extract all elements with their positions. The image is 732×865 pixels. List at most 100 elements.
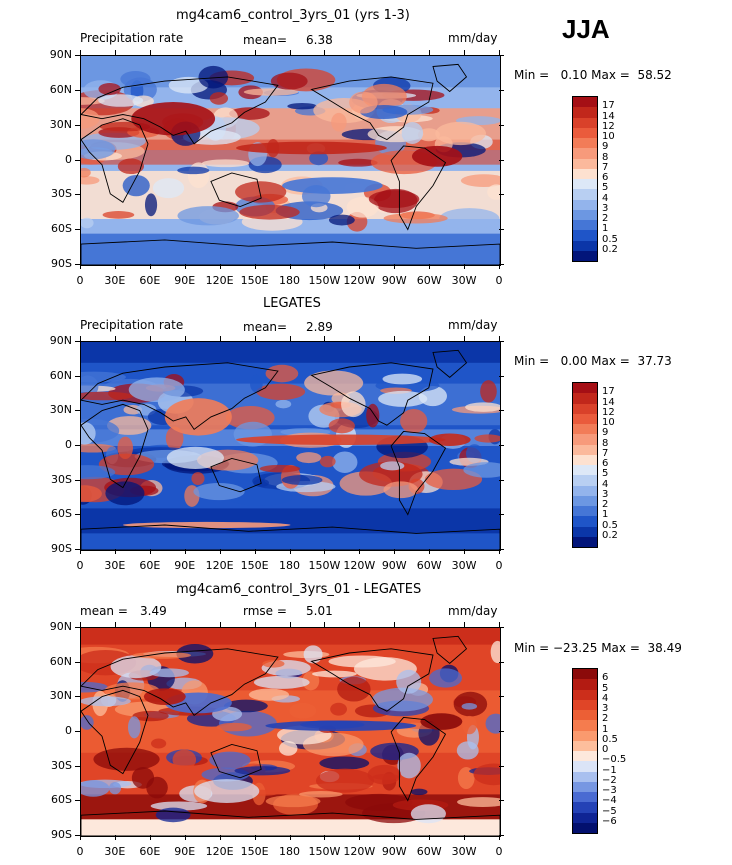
axis-tick-mark bbox=[75, 731, 80, 732]
axis-tick-mark bbox=[184, 336, 186, 341]
field-blob bbox=[155, 807, 191, 823]
panel1-mean-value: 6.38 bbox=[306, 33, 333, 47]
colorbar-segment bbox=[573, 679, 597, 690]
field-blob bbox=[328, 214, 355, 226]
panel3-mean-label: mean = bbox=[80, 604, 128, 618]
colorbar-segment bbox=[573, 730, 597, 741]
field-blob bbox=[275, 399, 292, 409]
field-blob bbox=[108, 781, 122, 795]
axis-tick-mark bbox=[464, 549, 466, 554]
colorbar-label: −1 bbox=[602, 764, 617, 776]
field-blob bbox=[383, 481, 419, 499]
lon-tick-label: 180 bbox=[279, 845, 300, 858]
colorbar-label: 2 bbox=[602, 713, 609, 725]
field-blob bbox=[328, 418, 355, 434]
field-blob bbox=[102, 211, 135, 219]
colorbar-label: 3 bbox=[602, 202, 609, 214]
colorbar-segment bbox=[573, 424, 597, 435]
colorbar-segment bbox=[573, 393, 597, 404]
axis-tick-mark bbox=[149, 835, 151, 840]
lon-tick-label: 30E bbox=[104, 845, 126, 858]
colorbar-segment bbox=[573, 209, 597, 220]
axis-tick-mark bbox=[254, 549, 256, 554]
lon-tick-label: 120E bbox=[205, 845, 234, 858]
colorbar-segment bbox=[573, 465, 597, 476]
coastline bbox=[210, 744, 262, 779]
lat-tick-label: 30S bbox=[51, 187, 72, 201]
lon-tick-label: 90W bbox=[381, 559, 407, 572]
axis-tick-mark bbox=[219, 50, 221, 55]
field-band bbox=[81, 819, 500, 836]
colorbar-segment bbox=[573, 812, 597, 823]
axis-tick-mark bbox=[324, 50, 326, 55]
axis-tick-mark bbox=[464, 336, 466, 341]
field-blob bbox=[198, 65, 229, 89]
axis-tick-mark bbox=[289, 264, 291, 269]
field-blob bbox=[461, 703, 478, 710]
field-blob bbox=[81, 375, 99, 397]
axis-tick-mark bbox=[149, 622, 151, 627]
field-blob bbox=[177, 206, 239, 226]
lat-tick-label: 30S bbox=[51, 758, 72, 772]
lon-tick-label: 30E bbox=[104, 559, 126, 572]
colorbar-label: 5 bbox=[602, 682, 609, 694]
lon-tick-label: 150W bbox=[308, 845, 341, 858]
panel2-mean-label: mean= bbox=[243, 320, 288, 334]
panel2-map bbox=[80, 341, 501, 551]
axis-tick-mark bbox=[499, 159, 504, 161]
axis-tick-mark bbox=[75, 124, 80, 126]
axis-tick-mark bbox=[429, 50, 431, 55]
axis-tick-mark bbox=[149, 264, 151, 269]
axis-tick-mark bbox=[499, 264, 504, 265]
axis-tick-mark bbox=[394, 622, 396, 627]
field-blob bbox=[474, 434, 500, 443]
field-blob bbox=[193, 482, 245, 501]
field-streak bbox=[236, 434, 446, 445]
panel3-mean-value: 3.49 bbox=[140, 604, 167, 618]
coastline bbox=[81, 810, 500, 836]
colorbar-label: 10 bbox=[602, 131, 615, 142]
lon-tick-label: 0 bbox=[495, 845, 503, 858]
field-blob bbox=[487, 184, 500, 200]
axis-tick-mark bbox=[75, 375, 80, 377]
panel1-minmax: Min = 0.10 Max = 58.52 bbox=[514, 68, 672, 82]
colorbar-segment bbox=[573, 669, 597, 680]
axis-tick-mark bbox=[359, 549, 361, 554]
colorbar-label: 6 bbox=[602, 172, 609, 183]
axis-tick-mark bbox=[75, 89, 80, 91]
panel2-units: mm/day bbox=[448, 318, 498, 332]
colorbar-segment bbox=[573, 495, 597, 506]
colorbar-label: 8 bbox=[602, 437, 609, 449]
axis-tick-mark bbox=[75, 549, 80, 550]
colorbar-label: 12 bbox=[602, 120, 615, 132]
field-blob bbox=[485, 713, 500, 734]
lat-tick-label: 90S bbox=[51, 542, 72, 555]
lon-tick-label: 180 bbox=[279, 274, 300, 287]
axis-tick-mark bbox=[75, 410, 80, 412]
field-blob bbox=[151, 738, 167, 749]
lon-tick-label: 90W bbox=[381, 274, 407, 287]
colorbar-segment bbox=[573, 689, 597, 700]
panel3-map bbox=[80, 627, 501, 837]
field-blob bbox=[332, 451, 358, 473]
colorbar-segment bbox=[573, 230, 597, 241]
axis-tick-mark bbox=[464, 264, 466, 269]
coastline bbox=[81, 118, 149, 203]
field-blob bbox=[298, 791, 343, 798]
lon-tick-label: 30W bbox=[451, 845, 477, 858]
lon-tick-label: 0 bbox=[76, 274, 84, 287]
axis-tick-mark bbox=[429, 549, 431, 554]
field-blob bbox=[410, 804, 446, 824]
field-blob bbox=[319, 756, 370, 770]
panel3-colorbar bbox=[572, 668, 598, 834]
field-blob bbox=[256, 383, 306, 400]
colorbar-segment bbox=[573, 444, 597, 455]
colorbar-segment bbox=[573, 822, 597, 833]
coastline bbox=[81, 689, 149, 775]
field-streak bbox=[265, 720, 417, 731]
colorbar-label: −5 bbox=[602, 805, 617, 817]
colorbar-segment bbox=[573, 699, 597, 710]
axis-tick-mark bbox=[75, 159, 80, 161]
colorbar-segment bbox=[573, 536, 597, 547]
panel3-units: mm/day bbox=[448, 604, 498, 618]
